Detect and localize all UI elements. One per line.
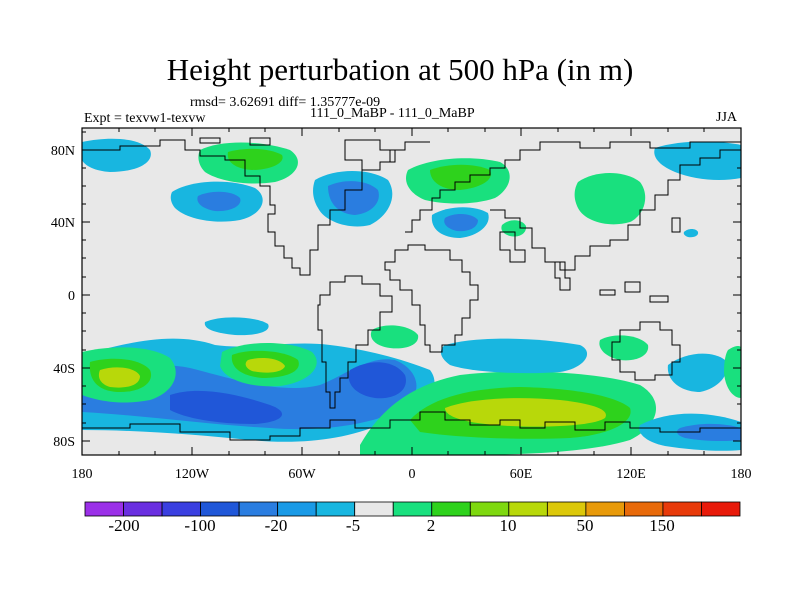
comparison-label: 111_0_MaBP - 111_0_MaBP: [310, 106, 475, 121]
colorbar-swatch: [662, 501, 702, 517]
coast-south-america: [317, 275, 393, 409]
sh-weak-neg-far-east: [667, 353, 728, 392]
colorbar-swatch: [431, 501, 471, 517]
colorbar-swatch: [277, 501, 317, 517]
colorbar-swatch: [84, 501, 124, 517]
nh-weak-neg-west: [82, 138, 151, 172]
sh-weak-pos-far-east: [724, 345, 741, 398]
colorbar: [84, 501, 741, 517]
colorbar-swatch: [469, 501, 510, 517]
colorbar-label: -100: [184, 516, 215, 535]
contour-fills: [82, 138, 741, 455]
colorbar-label: 10: [500, 516, 517, 535]
sh-weak-pos-small: [370, 325, 419, 349]
sh-band-negative-strong: [170, 390, 282, 424]
sh-ridge-west-strong: [98, 367, 140, 388]
lon-label-0: 0: [409, 467, 416, 482]
coast-australia: [611, 321, 681, 381]
coast-asia: [490, 149, 741, 271]
colorbar-label: -5: [346, 516, 360, 535]
stats-label: rmsd= 3.62691 diff= 1.35777e-09: [190, 95, 381, 110]
nh-mid-neg-eu: [444, 214, 478, 232]
nh-mid-neg-atl: [328, 181, 379, 215]
nh-weak-pos-asia: [574, 173, 646, 225]
sh-atlantic-strong: [348, 362, 406, 399]
lat-label-40s: 40S: [53, 362, 75, 377]
colorbar-swatch: [392, 501, 433, 517]
x-ticks: [118, 128, 705, 455]
lon-label-120e: 120E: [616, 467, 646, 482]
lat-labels: 80N 40N 0 40S 80S: [51, 144, 75, 450]
eq-weak-neg: [204, 317, 269, 336]
lon-label-180w: 180: [72, 467, 93, 482]
coast-antarctica: [82, 411, 741, 441]
colorbar-swatch: [200, 501, 240, 517]
lat-label-eq: 0: [68, 289, 75, 304]
colorbar-labels: -200 -100 -20 -5 2 10 50 150: [108, 516, 674, 535]
lon-label-120w: 120W: [175, 467, 210, 482]
colorbar-swatch: [354, 501, 394, 517]
sh-weak-neg-east: [440, 338, 588, 374]
colorbar-swatch: [123, 501, 163, 517]
colorbar-swatch: [624, 501, 664, 517]
chart-title: Height perturbation at 500 hPa (in m): [166, 52, 634, 87]
sh-ridge-indian-strong: [445, 398, 606, 427]
colorbar-swatch: [701, 501, 741, 517]
sh-ridge-mid-strong: [245, 358, 285, 373]
colorbar-label: -200: [108, 516, 139, 535]
coast-europe: [405, 141, 560, 233]
colorbar-label: -20: [265, 516, 288, 535]
lon-label-60e: 60E: [510, 467, 533, 482]
coast-north-america: [82, 139, 430, 276]
colorbar-swatch: [508, 501, 548, 517]
nh-mid-neg-na: [197, 191, 241, 212]
colorbar-swatch: [161, 501, 201, 517]
coast-greenland: [344, 139, 396, 171]
nh-small-neg-pacific: [683, 229, 699, 238]
colorbar-swatch: [585, 501, 625, 517]
coastlines: [82, 137, 741, 441]
season-label: JJA: [716, 110, 738, 125]
colorbar-swatch: [238, 501, 279, 517]
colorbar-swatch: [546, 501, 587, 517]
colorbar-label: 2: [427, 516, 436, 535]
colorbar-label: 150: [649, 516, 675, 535]
nh-mid-pos-na: [227, 148, 283, 170]
nh-mid-pos-eu: [430, 164, 491, 190]
coast-africa: [384, 244, 479, 353]
lon-label-180e: 180: [731, 467, 752, 482]
lat-label-80s: 80S: [53, 435, 75, 450]
lat-label-80n: 80N: [51, 144, 75, 159]
nh-weak-neg-pacific: [654, 141, 741, 180]
colorbar-label: 50: [577, 516, 594, 535]
lon-labels: 180 120W 60W 0 60E 120E 180: [72, 467, 752, 482]
y-ticks: [82, 131, 741, 442]
lat-label-40n: 40N: [51, 216, 75, 231]
lon-label-60w: 60W: [288, 467, 316, 482]
experiment-label: Expt = texvw1-texvw: [84, 111, 206, 126]
colorbar-swatch: [315, 501, 356, 517]
